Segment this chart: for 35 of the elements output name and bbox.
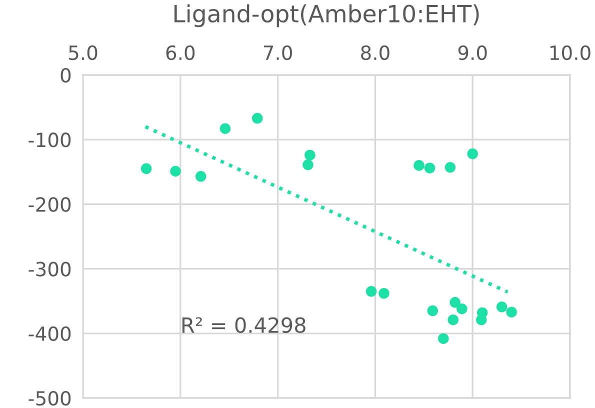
y-tick-label: -500 <box>28 390 71 406</box>
x-tick-label: 9.0 <box>458 45 487 60</box>
x-tick-label: 10.0 <box>550 45 590 60</box>
x-tick-label: 8.0 <box>361 45 390 60</box>
point <box>476 314 487 326</box>
point <box>450 297 460 308</box>
point <box>170 166 181 177</box>
point <box>140 163 152 174</box>
point <box>456 303 468 314</box>
point <box>378 288 390 299</box>
chart-title: Ligand-opt(Amber10:EHT) <box>174 4 479 28</box>
point <box>496 302 508 312</box>
point <box>252 112 263 124</box>
point <box>195 171 206 182</box>
x-tick-label: 7.0 <box>264 45 292 60</box>
x-tick-label: 6.0 <box>166 45 195 60</box>
annotation: R² = 0.4298 <box>182 317 306 333</box>
point <box>304 150 316 160</box>
point <box>414 160 424 171</box>
point <box>448 314 458 326</box>
point <box>302 159 314 170</box>
point <box>220 123 231 134</box>
y-tick-label: -100 <box>28 132 71 148</box>
point <box>366 286 377 297</box>
point <box>427 305 438 316</box>
y-tick-label: -400 <box>28 326 71 342</box>
point <box>444 162 456 173</box>
y-tick-label: 0 <box>60 68 71 83</box>
y-tick-label: -200 <box>28 197 71 212</box>
y-tick-label: -300 <box>28 262 71 276</box>
point <box>424 162 436 174</box>
point <box>467 148 478 160</box>
point <box>506 306 517 318</box>
x-tick-label: 5.0 <box>69 45 98 60</box>
point <box>438 333 449 344</box>
